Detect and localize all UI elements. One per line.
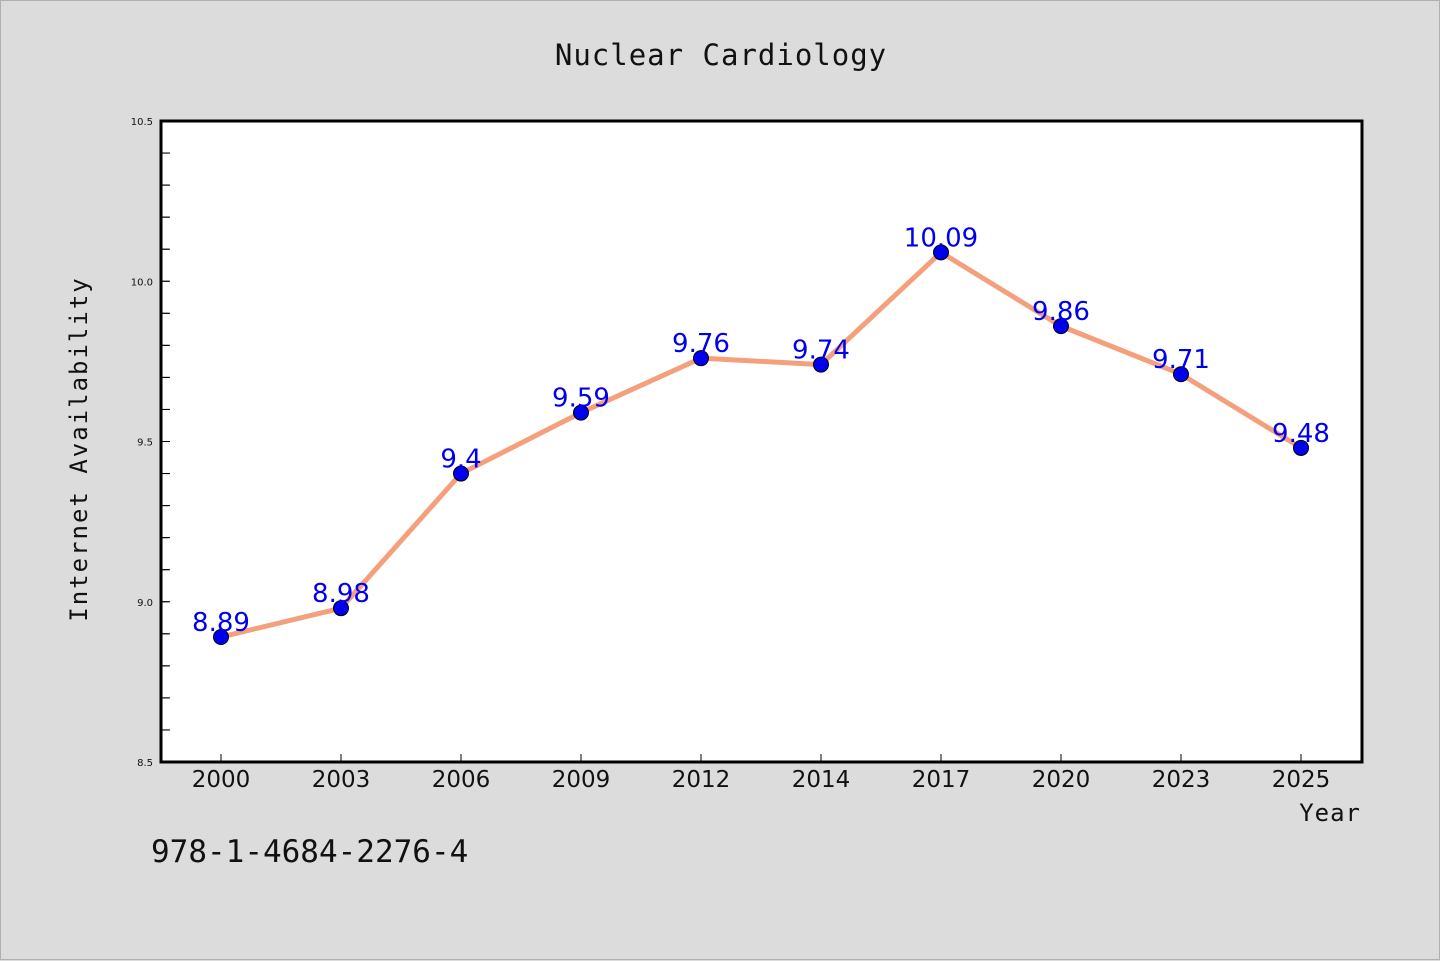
data-point xyxy=(213,629,229,646)
data-point xyxy=(1173,366,1189,383)
data-label: 9.86 xyxy=(1032,297,1090,327)
y-tick-label: 9.5 xyxy=(137,438,153,449)
plot-area xyxy=(159,119,1364,764)
y-axis: 8.5 9.0 9.5 10.0 10.5 xyxy=(131,117,170,769)
x-tick-label: 2006 xyxy=(432,767,491,793)
chart-title: Nuclear Cardiology xyxy=(555,38,887,72)
y-tick-label: 10.0 xyxy=(131,277,153,288)
data-point xyxy=(333,600,349,617)
data-label: 8.89 xyxy=(192,608,250,638)
y-tick-label: 9.0 xyxy=(137,598,153,609)
data-point xyxy=(933,244,949,261)
series-line xyxy=(218,249,1304,640)
x-tick-label: 2000 xyxy=(192,767,251,793)
data-point xyxy=(1293,439,1309,456)
x-tick-label: 2023 xyxy=(1152,767,1211,793)
x-axis: 2000 2003 2006 2009 2012 2014 2017 2020 2023 2025 xyxy=(192,754,1331,793)
data-markers xyxy=(213,244,1309,646)
data-point xyxy=(573,404,589,421)
x-tick-label: 2003 xyxy=(312,767,371,793)
data-label: 9.59 xyxy=(552,384,610,414)
x-tick-label: 2020 xyxy=(1032,767,1091,793)
data-labels: 8.89 8.98 9.4 9.59 9.76 9.74 10.09 9.86 9.71 9.48 xyxy=(192,223,1330,638)
data-label: 10.09 xyxy=(904,223,978,253)
data-point xyxy=(1053,318,1069,335)
data-label: 9.74 xyxy=(792,336,850,366)
x-tick-label: 2009 xyxy=(552,767,611,793)
data-point xyxy=(453,465,469,482)
data-point xyxy=(693,350,709,367)
y-axis-label: Internet Availability xyxy=(65,276,93,621)
x-tick-label: 2012 xyxy=(672,767,731,793)
x-tick-label: 2025 xyxy=(1272,767,1331,793)
data-label: 9.71 xyxy=(1152,345,1210,375)
data-point xyxy=(813,356,829,373)
data-label: 9.76 xyxy=(672,329,730,359)
data-label: 8.98 xyxy=(312,579,370,609)
isbn-caption: 978-1-4684-2276-4 xyxy=(151,834,469,870)
data-label: 9.48 xyxy=(1272,419,1330,449)
y-tick-label: 10.5 xyxy=(131,117,153,128)
x-tick-label: 2014 xyxy=(792,767,851,793)
data-label: 9.4 xyxy=(440,445,481,475)
y-tick-label: 8.5 xyxy=(137,758,153,769)
x-axis-label: Year xyxy=(1299,799,1361,827)
x-tick-label: 2017 xyxy=(912,767,971,793)
